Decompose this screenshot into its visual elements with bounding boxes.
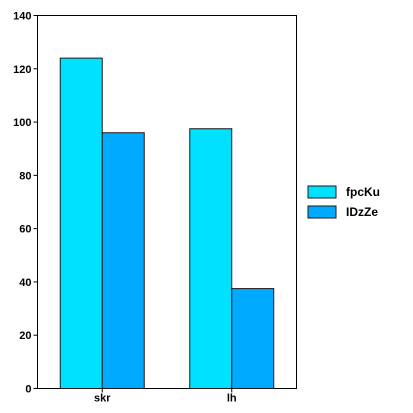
- y-tick-label-40: 40: [19, 277, 31, 289]
- y-tick-label-60: 60: [19, 224, 31, 236]
- bar-IDzZe-skr: [101, 132, 145, 389]
- y-tick-label-100: 100: [13, 117, 31, 129]
- legend-label-IDzZe: IDzZe: [346, 205, 378, 219]
- bar-fpcKu-lh: [189, 128, 233, 389]
- legend-label-fpcKu: fpcKu: [346, 185, 380, 199]
- legend: fpcKu IDzZe: [307, 185, 380, 219]
- legend-swatch-IDzZe: [307, 205, 337, 219]
- y-axis: 0 20 40 60 80 100 120 140: [13, 11, 38, 396]
- legend-swatch-fpcKu: [307, 185, 337, 199]
- y-tick-label-140: 140: [13, 11, 31, 23]
- bars: [59, 57, 275, 390]
- y-tick-label-20: 20: [19, 330, 31, 342]
- y-tick-label-0: 0: [25, 384, 31, 396]
- bar-IDzZe-lh: [231, 288, 275, 390]
- x-tick-label-skr: skr: [94, 393, 111, 405]
- y-tick-label-80: 80: [19, 170, 31, 182]
- x-axis: skr lh: [94, 388, 237, 405]
- y-tick-label-120: 120: [13, 64, 31, 76]
- x-tick-label-lh: lh: [227, 393, 237, 405]
- bar-fpcKu-skr: [59, 57, 103, 389]
